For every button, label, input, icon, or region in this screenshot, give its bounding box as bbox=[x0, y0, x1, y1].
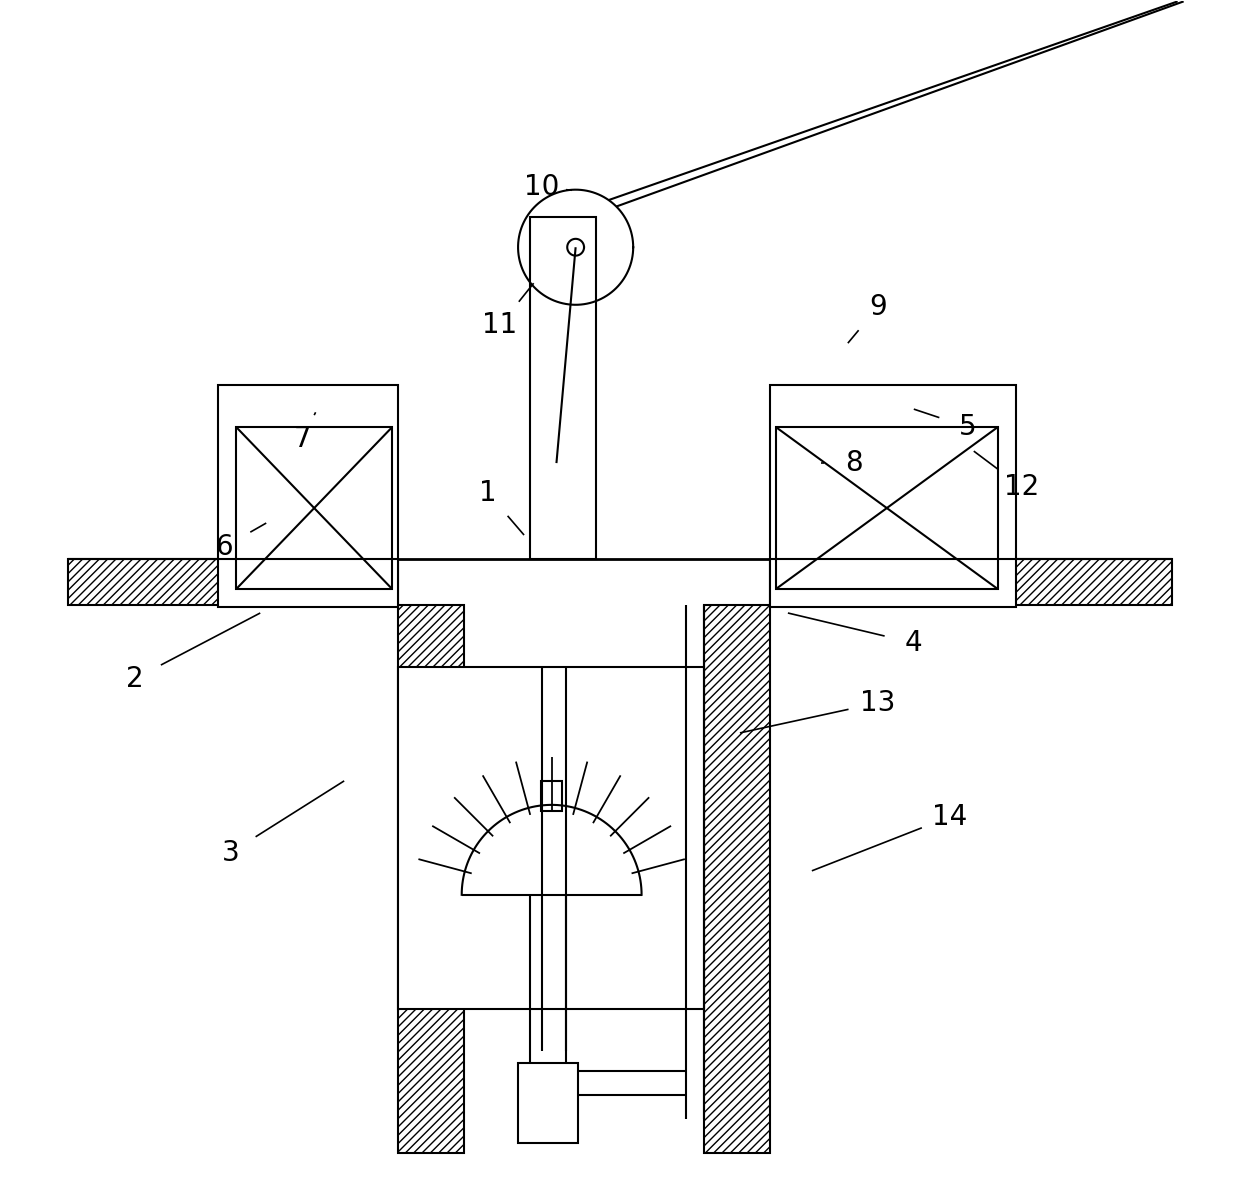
Bar bbox=[398, 667, 704, 1008]
Bar bbox=[529, 218, 596, 559]
Bar bbox=[218, 385, 398, 607]
Text: 5: 5 bbox=[959, 413, 977, 441]
Text: 2: 2 bbox=[125, 665, 143, 692]
Bar bbox=[776, 427, 998, 589]
Text: 12: 12 bbox=[1004, 474, 1039, 501]
Text: 4: 4 bbox=[905, 629, 923, 657]
Text: 1: 1 bbox=[480, 480, 497, 507]
Bar bbox=[541, 781, 563, 811]
Bar bbox=[770, 385, 1016, 607]
Text: 13: 13 bbox=[861, 689, 895, 716]
Bar bbox=[398, 605, 464, 1153]
Bar bbox=[237, 427, 392, 589]
Bar bbox=[770, 559, 1172, 605]
Text: 8: 8 bbox=[844, 450, 863, 477]
Bar bbox=[704, 605, 770, 1153]
Bar bbox=[518, 1063, 578, 1143]
Text: 3: 3 bbox=[222, 839, 239, 867]
Text: 7: 7 bbox=[294, 426, 311, 453]
Text: 14: 14 bbox=[932, 803, 967, 831]
Text: 10: 10 bbox=[525, 173, 559, 201]
Text: 9: 9 bbox=[869, 293, 887, 321]
Bar bbox=[68, 559, 398, 605]
Text: 6: 6 bbox=[216, 532, 233, 561]
Text: 11: 11 bbox=[482, 311, 518, 339]
